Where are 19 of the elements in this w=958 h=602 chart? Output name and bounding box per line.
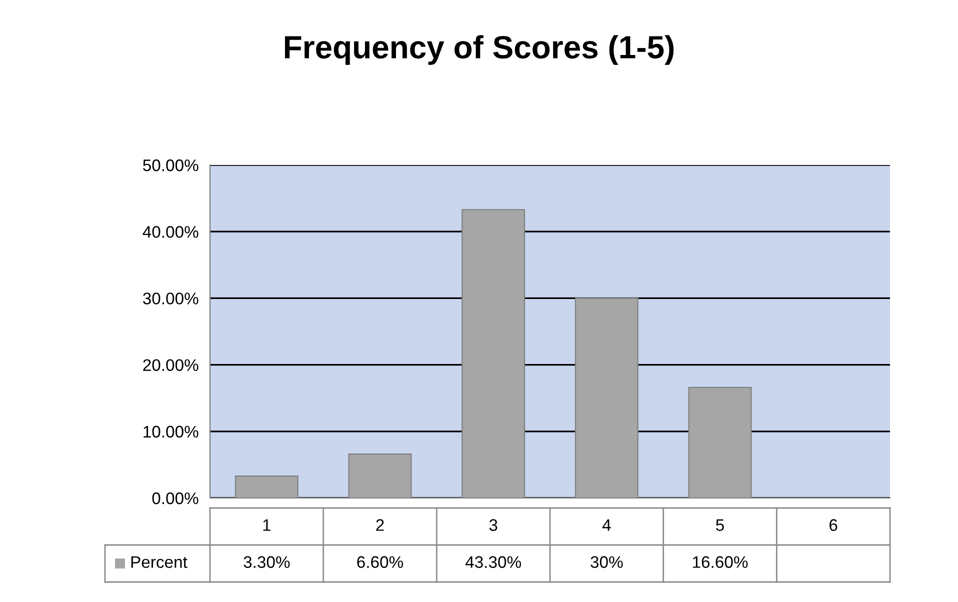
data-label: 16.60%	[693, 556, 748, 568]
y-tick-label: 30.00%	[143, 292, 198, 304]
data-label: 30%	[590, 556, 623, 568]
chart-title: Frequency of Scores (1-5)	[284, 35, 674, 65]
data-label: 43.30%	[465, 556, 522, 568]
y-tick-label: 0.00%	[152, 492, 198, 504]
y-tick-label: 10.00%	[144, 426, 198, 438]
data-label: 6.60%	[357, 556, 404, 568]
y-tick-label: 20.00%	[143, 359, 198, 372]
x-tick-label: 2	[376, 519, 384, 531]
y-tick-label: 50.00%	[143, 159, 198, 172]
y-tick-label: 40.00%	[142, 226, 198, 238]
x-tick-label: 6	[830, 519, 838, 531]
x-tick-label: 4	[602, 519, 611, 531]
data-label: 3.30%	[244, 556, 290, 568]
x-tick-label: 5	[716, 519, 724, 531]
x-tick-label: 1	[263, 519, 270, 531]
legend-label: Percent	[131, 556, 188, 568]
x-tick-label: 3	[489, 519, 498, 531]
